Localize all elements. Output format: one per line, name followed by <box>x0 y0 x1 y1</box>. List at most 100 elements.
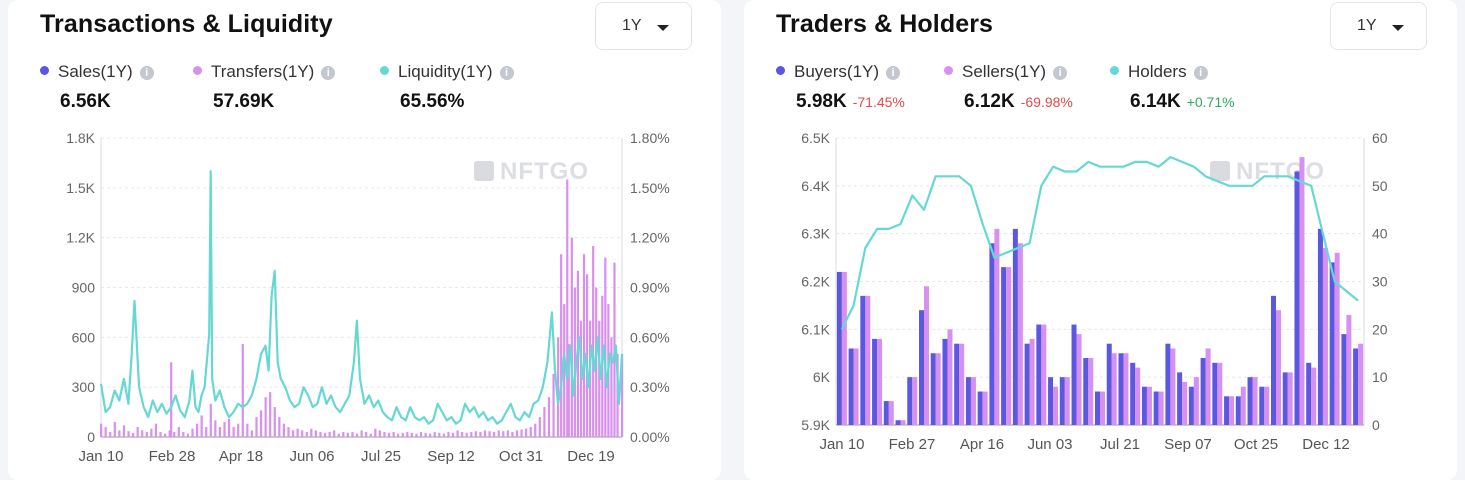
range-dropdown-value: 1Y <box>622 17 642 34</box>
transfers-bar <box>351 432 354 437</box>
buyers-bar <box>1188 386 1194 425</box>
info-icon[interactable]: i <box>139 66 154 80</box>
sellers-bar <box>1193 377 1199 425</box>
transfers-bar <box>585 274 589 437</box>
sellers-bar <box>1146 386 1152 425</box>
transfers-bar <box>461 432 464 437</box>
transfers-bar <box>424 432 427 437</box>
sellers-bar <box>1217 362 1223 425</box>
holders-change: +0.71% <box>1186 94 1235 110</box>
sellers-bar <box>959 343 965 425</box>
transfers-bar <box>447 432 450 437</box>
sellers-bar <box>1252 377 1258 425</box>
legend-sales[interactable]: Sales(1Y) i <box>40 62 154 82</box>
legend-buyers[interactable]: Buyers(1Y) i <box>776 62 901 82</box>
transfers-bar <box>214 420 217 437</box>
transfers-bar <box>543 407 546 437</box>
sellers-bar <box>1100 391 1105 425</box>
sellers-dot-icon <box>944 66 953 75</box>
holders-value: 6.14K +0.71% <box>1130 91 1235 112</box>
transfers-bar <box>474 431 477 437</box>
info-icon[interactable]: i <box>499 66 514 80</box>
buyers-bar <box>1095 391 1100 425</box>
buyers-bar <box>1083 358 1089 425</box>
range-dropdown[interactable]: 1Y <box>1330 2 1427 50</box>
legend-label: Buyers(1Y) <box>794 62 880 81</box>
x-tick-label: Apr 18 <box>219 448 263 465</box>
legend-transfers[interactable]: Transfers(1Y) i <box>193 62 336 82</box>
sellers-bar <box>1240 386 1246 425</box>
y2-tick-label: 0 <box>1372 417 1380 433</box>
transfers-bar <box>511 432 514 437</box>
buyers-bar <box>1200 358 1206 425</box>
buyers-bar <box>1012 228 1018 425</box>
x-tick-label: Dec 19 <box>567 448 615 465</box>
transfers-bar <box>278 417 281 437</box>
buyers-bar <box>954 343 960 425</box>
transfers-bar <box>598 320 601 437</box>
transfers-bar <box>534 423 537 437</box>
info-icon[interactable]: i <box>1053 66 1068 80</box>
transfers-bar <box>419 432 423 437</box>
transfers-bar <box>241 343 244 437</box>
buyers-bar <box>848 348 854 425</box>
buyers-bar <box>836 271 842 425</box>
transfers-bar <box>415 433 418 437</box>
transfers-bar <box>582 254 586 437</box>
buyers-bar <box>1153 391 1159 425</box>
y2-tick-label: 1.50% <box>630 180 670 196</box>
buyers-value: 5.98K -71.45% <box>796 91 905 112</box>
transfers-bar <box>592 245 595 437</box>
transfers-bar <box>287 427 290 437</box>
sellers-bar <box>1053 386 1059 425</box>
y2-tick-label: 0.60% <box>630 329 670 345</box>
transfers-bar <box>154 423 158 437</box>
sellers-bar <box>1276 310 1281 425</box>
transfers-bar <box>433 432 436 437</box>
sellers-value: 6.12K -69.98% <box>964 91 1073 112</box>
buyers-bar <box>1141 386 1147 425</box>
y-tick-label: 5.9K <box>801 417 830 433</box>
transfers-bar <box>387 432 391 437</box>
transfers-bar <box>378 430 381 437</box>
buyers-bar <box>1329 262 1335 425</box>
x-tick-label: Jun 06 <box>289 448 334 465</box>
transfers-bar <box>502 431 505 437</box>
transfers-bar <box>406 432 409 437</box>
sellers-bar <box>1158 391 1164 425</box>
transfers-bar <box>493 432 496 437</box>
info-icon[interactable]: i <box>1193 66 1208 80</box>
legend-label: Sellers(1Y) <box>962 62 1047 81</box>
chevron-down-icon <box>657 25 669 31</box>
info-icon[interactable]: i <box>886 66 901 80</box>
buyers-bar <box>1024 343 1030 425</box>
range-dropdown[interactable]: 1Y <box>595 2 692 50</box>
buyers-bar <box>1247 377 1253 425</box>
transfers-bar <box>296 428 299 437</box>
transfers-bar <box>410 432 413 437</box>
chevron-down-icon <box>1392 25 1404 31</box>
sellers-bar <box>841 271 847 425</box>
transfers-bar <box>259 410 263 437</box>
buyers-bar <box>1177 372 1183 425</box>
sellers-bar <box>1299 157 1305 425</box>
transfers-bar <box>159 432 162 437</box>
buyers-bar <box>1306 362 1312 425</box>
transfers-bar <box>360 430 363 437</box>
buyers-bar <box>1048 377 1054 425</box>
transfers-bar <box>168 430 171 437</box>
liquidity-dot-icon <box>380 66 389 75</box>
info-icon[interactable]: i <box>321 66 336 80</box>
transfers-bar <box>310 428 313 437</box>
transfers-bar <box>177 427 180 437</box>
transfers-bar <box>479 432 482 437</box>
buyers-bar <box>1130 362 1136 425</box>
transfers-bar <box>621 353 624 437</box>
legend-sellers[interactable]: Sellers(1Y) i <box>944 62 1068 82</box>
legend-liquidity[interactable]: Liquidity(1Y) i <box>380 62 514 82</box>
transfers-bar <box>141 430 144 437</box>
legend-label: Liquidity(1Y) <box>398 62 493 81</box>
transfers-bar <box>573 287 576 437</box>
buyers-change: -71.45% <box>852 94 905 110</box>
legend-holders[interactable]: Holders i <box>1110 62 1208 82</box>
